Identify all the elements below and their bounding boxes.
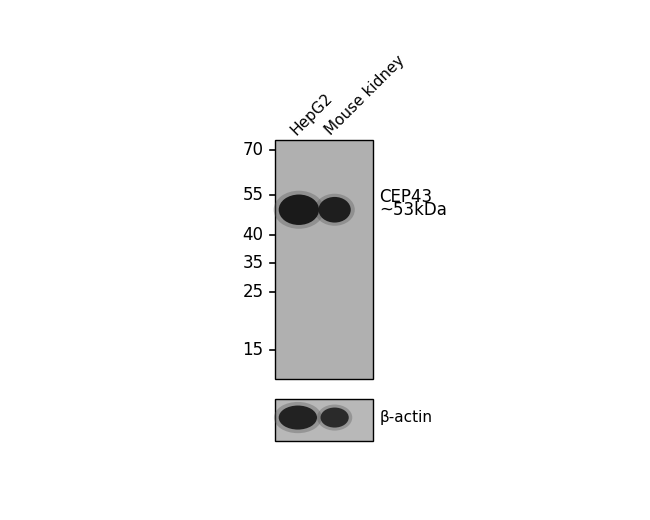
Ellipse shape — [279, 194, 319, 225]
Ellipse shape — [274, 191, 324, 229]
Text: 40: 40 — [242, 226, 264, 243]
Text: HepG2: HepG2 — [288, 90, 336, 138]
Text: ~53kDa: ~53kDa — [380, 201, 447, 219]
Text: 35: 35 — [242, 254, 264, 272]
Text: CEP43: CEP43 — [380, 188, 433, 205]
Text: β-actin: β-actin — [380, 410, 432, 425]
Ellipse shape — [320, 408, 349, 427]
Bar — [275, 399, 374, 441]
Text: 70: 70 — [242, 141, 264, 160]
Text: 55: 55 — [242, 186, 264, 203]
Ellipse shape — [279, 406, 317, 430]
Text: Mouse kidney: Mouse kidney — [322, 53, 408, 138]
Bar — [275, 140, 374, 379]
Ellipse shape — [317, 405, 352, 431]
Ellipse shape — [315, 194, 355, 226]
Ellipse shape — [318, 197, 351, 223]
Text: 25: 25 — [242, 283, 264, 301]
Text: 15: 15 — [242, 341, 264, 359]
Ellipse shape — [274, 402, 322, 433]
